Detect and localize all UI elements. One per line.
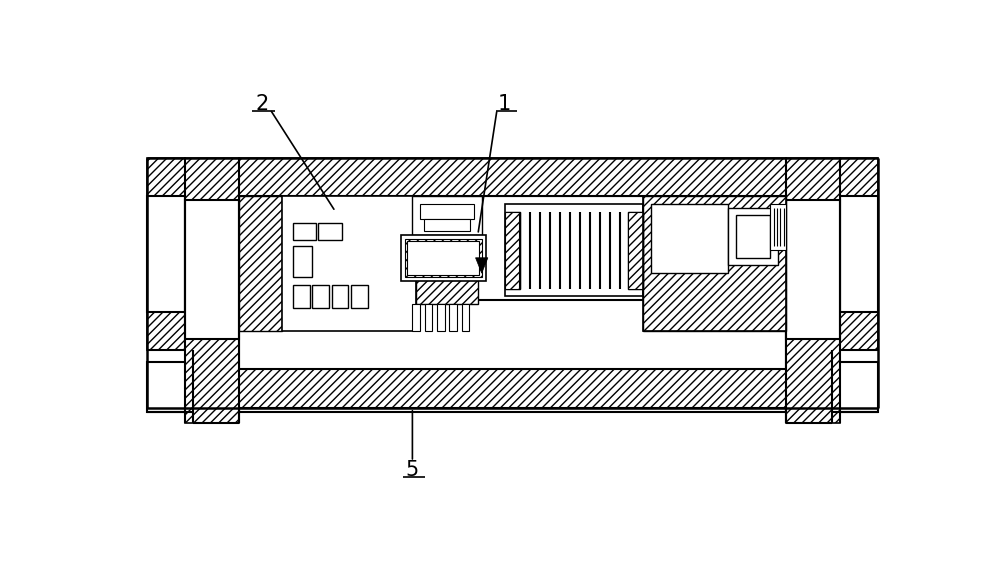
Bar [840, 312, 878, 350]
Bar [424, 219, 470, 231]
Text: 1: 1 [498, 94, 511, 114]
Bar [505, 211, 520, 289]
Bar [147, 312, 185, 350]
Bar [293, 285, 310, 308]
Bar [840, 158, 878, 196]
Bar [736, 215, 770, 258]
Bar [643, 196, 786, 331]
Bar [786, 158, 840, 200]
Bar [420, 204, 474, 219]
Bar [405, 238, 482, 277]
Bar [332, 285, 348, 308]
Bar [239, 158, 786, 196]
Bar [416, 196, 478, 304]
Text: 5: 5 [406, 460, 419, 479]
Bar [239, 196, 786, 369]
Bar [185, 200, 239, 339]
Bar [239, 300, 786, 412]
Bar [643, 196, 786, 331]
Bar [293, 246, 312, 277]
Bar [318, 223, 342, 240]
Bar [312, 285, 329, 308]
Bar [412, 196, 482, 234]
Bar [832, 362, 878, 412]
Bar [449, 304, 457, 331]
Bar [147, 196, 185, 312]
Bar [651, 204, 728, 273]
Bar [147, 158, 185, 196]
Bar [185, 339, 239, 423]
Bar [628, 211, 643, 289]
Bar [462, 304, 469, 331]
Bar [185, 158, 239, 200]
Bar [282, 196, 416, 331]
Bar [786, 200, 840, 339]
Bar [425, 304, 432, 331]
Bar [437, 304, 445, 331]
Bar [770, 204, 786, 250]
Bar [147, 362, 193, 412]
Bar [505, 211, 520, 289]
Bar [786, 339, 840, 423]
Bar [728, 208, 778, 266]
Bar [840, 196, 878, 312]
Bar [351, 285, 368, 308]
Bar [239, 196, 282, 331]
Text: 2: 2 [256, 94, 269, 114]
Bar [505, 204, 643, 296]
Polygon shape [476, 258, 488, 273]
Bar [407, 241, 479, 275]
Bar [412, 304, 420, 331]
Bar [239, 369, 786, 408]
Bar [401, 234, 486, 281]
Bar [628, 211, 643, 289]
Bar [293, 223, 316, 240]
